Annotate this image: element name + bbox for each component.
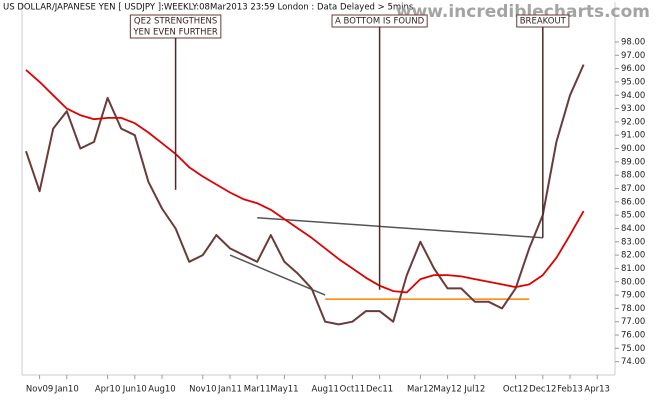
y-tick-label: 94.00 bbox=[621, 91, 645, 101]
y-tick-label: 91.00 bbox=[621, 131, 645, 141]
x-tick-label: Jul12 bbox=[463, 385, 485, 395]
annotation-text: QE2 STRENGTHENS bbox=[134, 17, 217, 27]
y-tick-label: 79.00 bbox=[621, 291, 645, 301]
annotation-text: A BOTTOM IS FOUND bbox=[335, 17, 425, 27]
y-tick-label: 84.00 bbox=[621, 224, 645, 234]
y-tick-label: 76.00 bbox=[621, 331, 645, 341]
x-tick-label: Feb13 bbox=[557, 385, 583, 395]
y-tick-label: 83.00 bbox=[621, 237, 645, 247]
y-tick-label: 98.00 bbox=[621, 37, 645, 47]
chart-title: US DOLLAR/JAPANESE YEN [ USDJPY ]:WEEKLY… bbox=[3, 3, 414, 13]
y-tick-label: 75.00 bbox=[621, 344, 645, 354]
x-tick-label: Jan10 bbox=[54, 385, 79, 395]
x-tick-label: Nov10 bbox=[189, 385, 216, 395]
y-tick-label: 92.00 bbox=[621, 117, 645, 127]
y-tick-label: 82.00 bbox=[621, 251, 645, 261]
x-tick-label: Jun10 bbox=[122, 385, 147, 395]
x-tick-label: Jan11 bbox=[217, 385, 242, 395]
y-tick-label: 77.00 bbox=[621, 317, 645, 327]
y-tick-label: 81.00 bbox=[621, 264, 645, 274]
y-tick-label: 78.00 bbox=[621, 304, 645, 314]
y-tick-label: 85.00 bbox=[621, 211, 645, 221]
annotation-text: YEN EVEN FURTHER bbox=[132, 28, 218, 38]
x-tick-label: Mar12 bbox=[407, 385, 434, 395]
x-tick-label: Oct12 bbox=[503, 385, 529, 395]
trend-line bbox=[229, 254, 326, 296]
x-tick-label: Aug10 bbox=[148, 385, 175, 395]
x-tick-label: Dec12 bbox=[529, 385, 556, 395]
y-tick-label: 95.00 bbox=[621, 77, 645, 87]
y-tick-label: 96.00 bbox=[621, 64, 645, 74]
y-tick-label: 90.00 bbox=[621, 144, 645, 154]
x-tick-label: Dec11 bbox=[366, 385, 393, 395]
y-tick-label: 80.00 bbox=[621, 277, 645, 287]
y-tick-label: 74.00 bbox=[621, 357, 645, 367]
y-tick-label: 97.00 bbox=[621, 51, 645, 61]
y-tick-label: 87.00 bbox=[621, 184, 645, 194]
y-tick-label: 86.00 bbox=[621, 197, 645, 207]
x-tick-label: Oct11 bbox=[340, 385, 366, 395]
watermark: www.incrediblecharts.com bbox=[396, 2, 650, 22]
trend-line bbox=[257, 217, 543, 239]
price-line bbox=[25, 64, 585, 326]
price-line bbox=[25, 69, 585, 294]
x-tick-label: Mar11 bbox=[244, 385, 271, 395]
x-tick-label: May11 bbox=[270, 385, 298, 395]
y-tick-label: 88.00 bbox=[621, 171, 645, 181]
annotation-text: BREAKOUT bbox=[520, 17, 567, 27]
y-tick-label: 89.00 bbox=[621, 157, 645, 167]
y-tick-label: 93.00 bbox=[621, 104, 645, 114]
x-tick-label: Apr13 bbox=[584, 385, 610, 395]
x-tick-label: Aug11 bbox=[311, 385, 338, 395]
x-tick-label: Apr10 bbox=[95, 385, 121, 395]
x-tick-label: May12 bbox=[433, 385, 461, 395]
x-tick-label: Nov09 bbox=[26, 385, 53, 395]
